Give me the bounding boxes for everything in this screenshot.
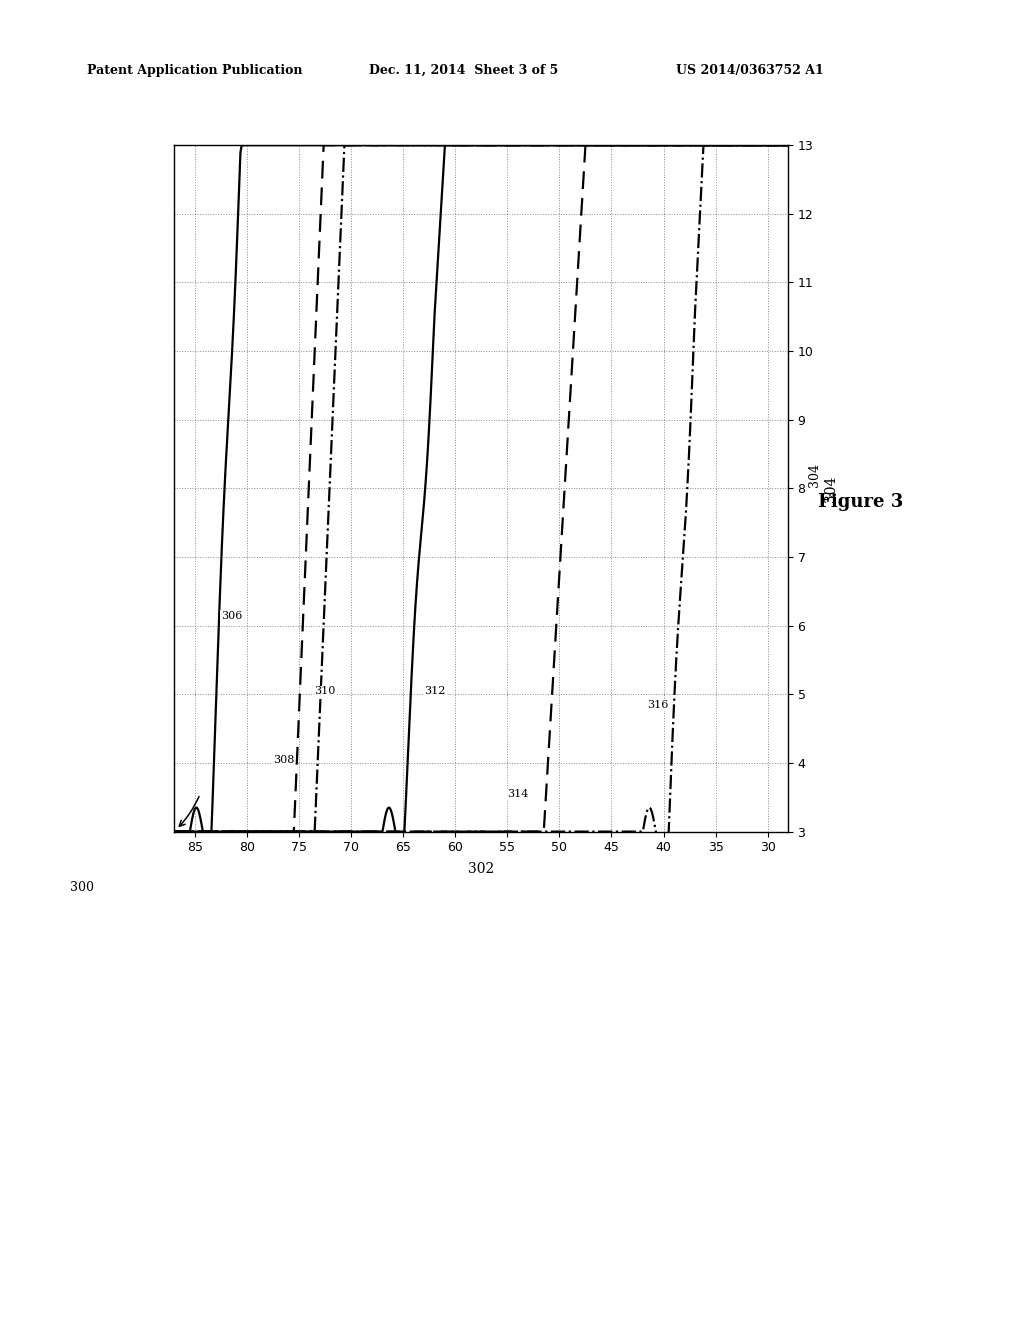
Text: US 2014/0363752 A1: US 2014/0363752 A1 xyxy=(676,63,823,77)
Text: 304: 304 xyxy=(808,463,820,487)
Text: 312: 312 xyxy=(424,686,445,697)
Text: 314: 314 xyxy=(507,789,528,800)
Text: Patent Application Publication: Patent Application Publication xyxy=(87,63,302,77)
Text: 300: 300 xyxy=(70,880,93,894)
Text: 316: 316 xyxy=(647,700,669,710)
Text: Figure 3: Figure 3 xyxy=(817,492,903,511)
Text: 306: 306 xyxy=(220,611,242,620)
Text: 308: 308 xyxy=(272,755,294,766)
Text: 310: 310 xyxy=(314,686,336,697)
Y-axis label: 304: 304 xyxy=(824,475,839,502)
X-axis label: 302: 302 xyxy=(468,862,495,876)
Text: Dec. 11, 2014  Sheet 3 of 5: Dec. 11, 2014 Sheet 3 of 5 xyxy=(369,63,558,77)
